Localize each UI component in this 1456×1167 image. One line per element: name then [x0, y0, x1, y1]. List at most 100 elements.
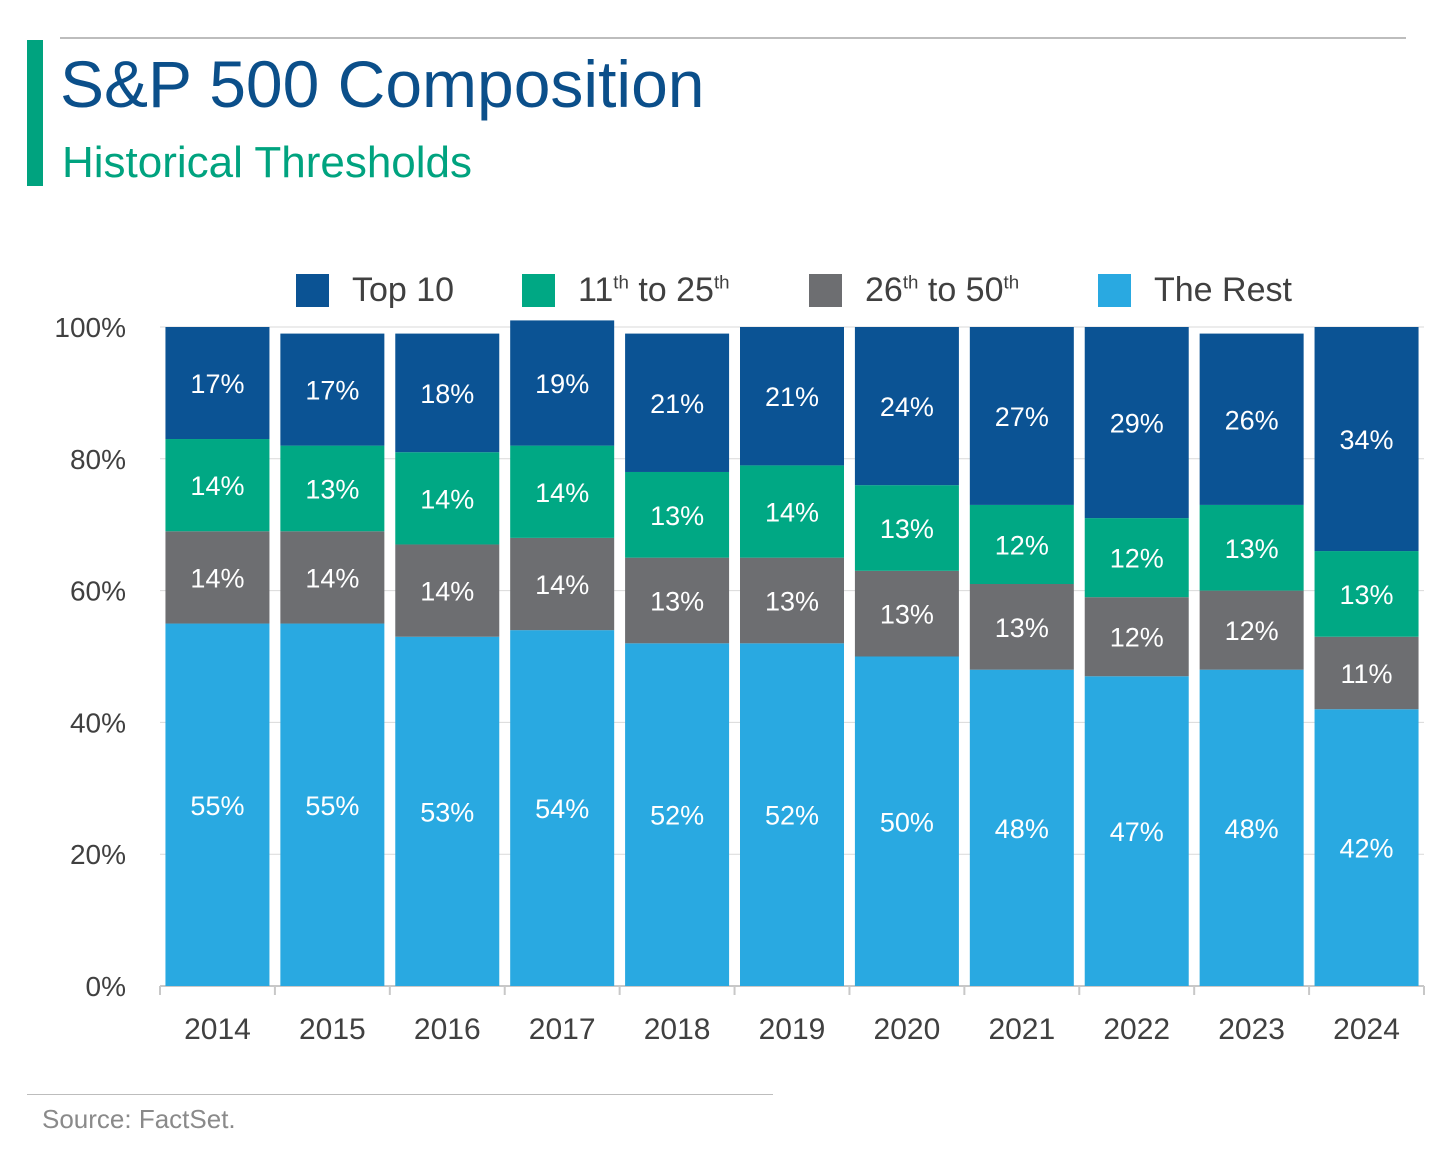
x-tick-label: 2020	[874, 1013, 941, 1046]
legend-label-part: th	[613, 271, 629, 293]
bar-segment	[395, 636, 500, 986]
x-tick-label: 2021	[988, 1013, 1055, 1046]
bar-segment	[165, 439, 270, 532]
data-label: 29%	[1110, 409, 1164, 439]
bar-segment	[969, 327, 1074, 505]
bar-segment	[740, 327, 844, 466]
y-tick-label: 0%	[86, 971, 126, 1002]
bar-segment	[740, 643, 844, 986]
data-label: 13%	[650, 586, 704, 616]
data-label: 12%	[1110, 544, 1164, 574]
bar-segment	[165, 327, 270, 440]
bar-segment	[165, 531, 270, 624]
chart-title: S&P 500 Composition	[60, 47, 705, 121]
data-label: 13%	[880, 514, 934, 544]
bar-segment	[510, 537, 615, 631]
legend-swatch	[809, 274, 842, 307]
title-accent-bar	[27, 40, 43, 186]
bar-segment	[1314, 327, 1419, 552]
legend-swatch	[522, 274, 555, 307]
data-label: 13%	[650, 501, 704, 531]
legend-label-part: th	[1003, 271, 1020, 293]
bar-segment	[280, 623, 385, 986]
legend-label: 26th to 50th	[865, 270, 1019, 310]
legend-label-part: to 50	[918, 271, 1004, 309]
data-label: 53%	[420, 797, 474, 827]
x-tick-label: 2016	[414, 1013, 481, 1046]
data-label: 13%	[1225, 534, 1279, 564]
data-label: 52%	[765, 801, 819, 831]
data-label: 17%	[305, 376, 359, 406]
bar-segment	[1084, 327, 1189, 519]
data-label: 13%	[995, 613, 1049, 643]
data-label: 18%	[420, 379, 474, 409]
bar-segment	[1314, 636, 1419, 710]
x-tick-label: 2018	[644, 1013, 711, 1046]
bar-segment	[1199, 333, 1304, 505]
legend-label-part: to 25	[628, 271, 714, 309]
x-tick-label: 2024	[1333, 1013, 1400, 1046]
bar-segment	[740, 557, 844, 644]
bar-segment	[1314, 709, 1419, 986]
legend-swatch	[1098, 274, 1131, 307]
x-tick-label: 2017	[529, 1013, 596, 1046]
bar-segment	[510, 630, 615, 986]
data-label: 48%	[1225, 814, 1279, 844]
y-tick-label: 60%	[70, 576, 126, 607]
y-tick-label: 20%	[70, 839, 126, 870]
x-tick-label: 2022	[1103, 1013, 1170, 1046]
bar-segment	[625, 643, 730, 986]
data-label: 14%	[535, 478, 589, 508]
data-label: 55%	[190, 791, 244, 821]
bar-segment	[854, 485, 959, 571]
data-label: 27%	[995, 402, 1049, 432]
source-rule	[27, 1094, 773, 1095]
y-tick-label: 100%	[54, 312, 126, 343]
legend-label-part: 11	[578, 271, 614, 309]
legend-label-part: th	[713, 271, 730, 293]
data-label: 21%	[765, 382, 819, 412]
bar-segment	[1084, 518, 1189, 598]
bar-segment	[625, 471, 730, 558]
bar-segment	[395, 452, 500, 545]
data-label: 13%	[765, 586, 819, 616]
bar-segment	[854, 656, 959, 986]
bar-segment	[165, 623, 270, 986]
data-label: 13%	[305, 474, 359, 504]
bar-segment	[1199, 590, 1304, 670]
data-label: 54%	[535, 794, 589, 824]
data-label: 52%	[650, 801, 704, 831]
legend-label: 11th to 25th	[578, 270, 730, 310]
data-label: 12%	[1225, 616, 1279, 646]
bar-segment	[1084, 597, 1189, 677]
bar-segment	[969, 584, 1074, 670]
data-label: 14%	[190, 471, 244, 501]
legend-label: Top 10	[352, 271, 455, 309]
legend-label: The Rest	[1154, 271, 1292, 309]
data-label: 12%	[1110, 623, 1164, 653]
data-label: 14%	[765, 498, 819, 528]
y-tick-label: 80%	[70, 444, 126, 475]
bar-segment	[854, 327, 959, 486]
data-label: 21%	[650, 389, 704, 419]
bar-segment	[625, 557, 730, 644]
bar-segment	[969, 504, 1074, 585]
data-label: 26%	[1225, 405, 1279, 435]
data-label: 14%	[535, 570, 589, 600]
y-tick-label: 40%	[70, 707, 126, 738]
data-label: 48%	[995, 814, 1049, 844]
x-tick-label: 2015	[299, 1013, 366, 1046]
data-label: 13%	[1340, 580, 1394, 610]
bar-segment	[1314, 551, 1419, 637]
legend-label-part: th	[902, 271, 919, 293]
legend-label-part: 26	[865, 271, 903, 309]
top-rule	[60, 37, 1406, 39]
bar-segment	[510, 445, 615, 538]
chart-subtitle: Historical Thresholds	[62, 138, 473, 187]
bar-segment	[1199, 504, 1304, 591]
data-label: 11%	[1341, 659, 1393, 689]
data-label: 47%	[1110, 817, 1164, 847]
bar-segment	[1199, 669, 1304, 986]
data-label: 14%	[305, 563, 359, 593]
